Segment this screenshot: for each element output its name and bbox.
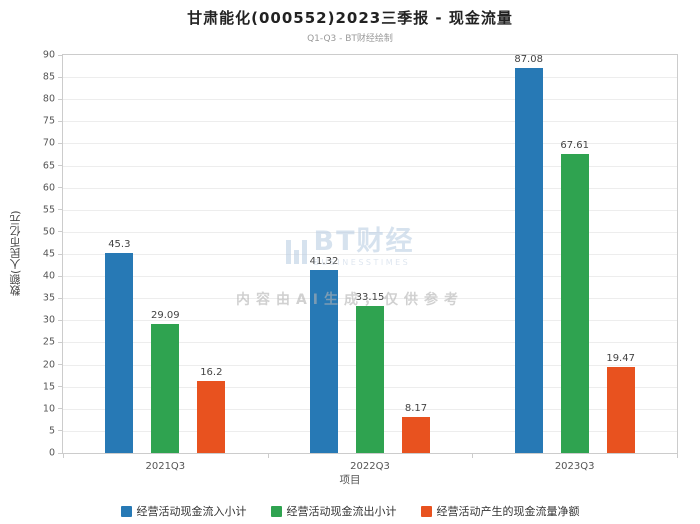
gridline [63,276,677,278]
y-tick-mark [58,364,63,366]
y-tick-mark [58,341,63,343]
y-tick-label: 10 [42,403,55,415]
bar-2023Q3-series1 [560,154,589,453]
y-tick-label: 45 [42,248,55,260]
y-tick-mark [58,319,63,321]
y-axis-title: 数额(人民币亿元) [9,210,22,296]
gridline [63,254,677,255]
y-tick-mark [58,209,63,211]
x-tick-label: 2022Q3 [350,461,390,472]
legend-item-outflow[interactable]: 经营活动现金流出小计 [270,503,397,519]
y-tick-mark [58,231,63,233]
plot-area: 0 5 10 15 20 25 30 35 40 45 50 55 60 65 70 75 80 85 90 2021… [43,50,678,472]
bar-value-label: 41.32 [309,256,339,268]
y-tick-mark [58,386,63,388]
chart-subtitle: Q1-Q3 - BT财经绘制 [307,34,393,44]
gridline [63,121,677,123]
y-tick-mark [58,98,63,100]
legend-swatch-inflow [120,505,132,517]
y-tick-mark [58,165,63,167]
bar-value-label: 87.08 [514,53,543,65]
y-tick-label: 15 [42,381,55,393]
y-tick-mark [58,430,63,432]
legend-label-outflow: 经营活动现金流出小计 [286,505,397,518]
x-tick-mark [63,453,64,458]
bar-value-label: 29.09 [151,310,180,322]
chart-title: 甘肃能化(000552)2023三季报 - 现金流量 [187,9,513,27]
gridline [63,77,677,79]
y-tick-mark [58,120,63,122]
y-tick-label: 25 [42,336,55,348]
y-tick-label: 0 [48,447,55,459]
x-axis-title: 项目 [339,474,361,486]
bar-2022Q3-series2 [402,416,430,453]
x-tick-label: 2023Q3 [554,461,595,472]
y-tick-label: 20 [42,359,55,371]
gridline [63,231,677,233]
bar-2022Q3-series0 [310,270,338,453]
y-tick-label: 50 [42,226,55,238]
bar-value-label: 33.15 [355,292,385,304]
gridline [63,143,677,145]
y-tick-label: 40 [42,270,55,282]
y-tick-mark [58,297,63,299]
legend-swatch-outflow [270,505,282,517]
bar-2021Q3-series0 [105,252,134,453]
y-tick-mark [58,142,63,144]
y-tick-label: 60 [42,182,55,194]
y-tick-mark [58,187,63,189]
x-tick-mark [267,453,269,458]
bar-value-label: 19.47 [606,352,635,364]
bar-2021Q3-series1 [151,324,180,453]
y-tick-label: 80 [42,93,55,105]
legend-swatch-net [420,505,432,517]
bar-2022Q3-series1 [356,306,384,453]
bar-value-label: 16.2 [200,367,223,379]
x-tick-mark [472,453,474,458]
legend-label-inflow: 经营活动现金流入小计 [136,505,247,518]
bar-value-label: 8.17 [404,402,428,414]
gridline [63,187,677,189]
y-tick-mark [58,76,63,78]
bar-value-label: 45.3 [108,238,131,250]
y-tick-label: 70 [42,137,55,149]
bar-value-label: 67.61 [560,140,589,152]
gridline [63,298,677,300]
bar-2023Q3-series0 [514,67,543,453]
gridline [63,209,677,211]
legend: 经营活动现金流入小计 经营活动现金流出小计 经营活动产生的现金流量净额 [0,503,700,519]
bar-2021Q3-series2 [197,381,226,453]
y-tick-label: 65 [42,160,55,172]
y-tick-label: 90 [42,49,55,61]
gridline [63,165,677,167]
legend-item-net[interactable]: 经营活动产生的现金流量净额 [420,503,580,519]
y-tick-label: 85 [42,71,55,83]
y-tick-label: 55 [42,204,55,216]
y-tick-mark [58,275,63,277]
y-tick-mark [58,54,63,56]
bar-2023Q3-series2 [606,366,635,453]
y-tick-mark [58,452,63,454]
y-tick-mark [58,253,63,255]
x-tick-label: 2021Q3 [145,461,186,472]
y-tick-label: 35 [42,292,55,304]
legend-label-net: 经营活动产生的现金流量净额 [436,505,580,518]
gridline [63,99,677,101]
legend-item-inflow[interactable]: 经营活动现金流入小计 [120,503,247,519]
y-tick-label: 75 [42,115,55,127]
y-tick-mark [58,408,63,410]
y-tick-label: 5 [48,425,55,437]
y-tick-label: 30 [42,314,55,326]
x-tick-mark [677,453,678,458]
